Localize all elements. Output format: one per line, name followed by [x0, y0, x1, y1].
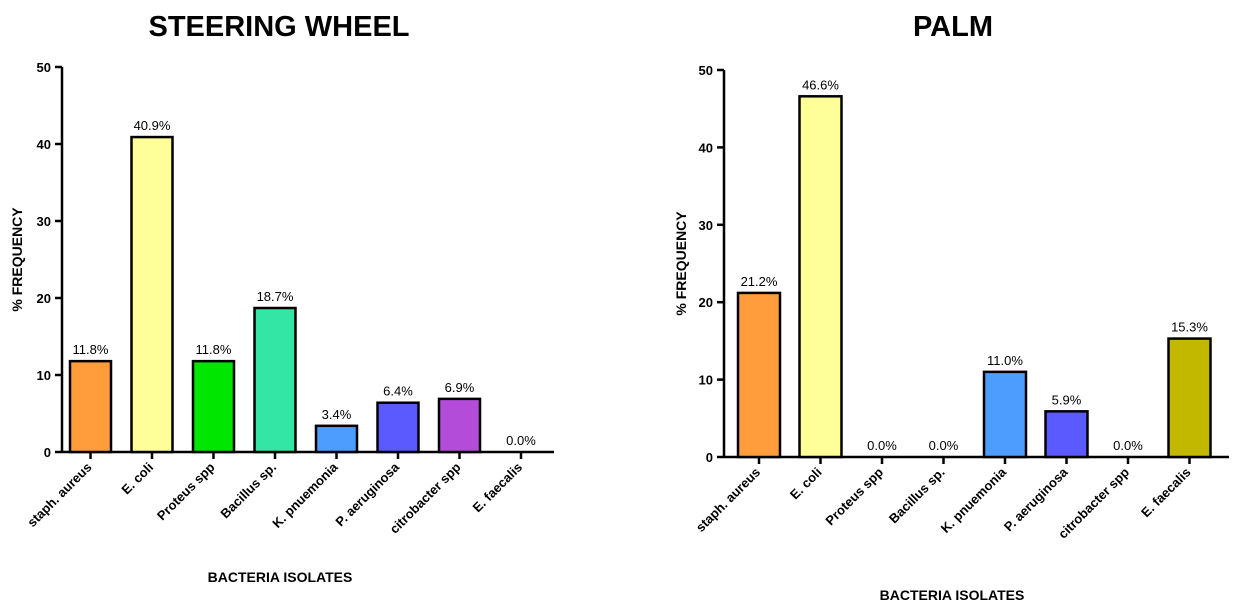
steering-category-label: P. aeruginosa: [332, 459, 402, 529]
steering-data-label: 3.4%: [322, 407, 352, 422]
palm-chart-svg: PALM % FREQUENCY BACTERIA ISOLATES 0 10 20 30 4…: [673, 11, 1229, 603]
palm-category-label: Proteus spp: [822, 464, 886, 528]
steering-category-label: staph. aureus: [24, 460, 94, 530]
palm-y-tick-label: 40: [699, 140, 713, 155]
palm-chart: PALM % FREQUENCY BACTERIA ISOLATES 0 10 20 30 4…: [640, 0, 1251, 608]
steering-y-tick-label: 10: [37, 368, 51, 383]
palm-y-axis-title: % FREQUENCY: [673, 211, 689, 316]
palm-data-label: 46.6%: [802, 77, 839, 92]
palm-bar: [982, 370, 1028, 459]
steering-x-axis-title: BACTERIA ISOLATES: [208, 569, 353, 585]
palm-chart-title: PALM: [913, 11, 993, 43]
steering-bar: [130, 135, 174, 454]
palm-data-label: 0.0%: [929, 438, 959, 453]
steering-bar: [437, 397, 482, 454]
palm-x-axis-title: BACTERIA ISOLATES: [880, 587, 1025, 603]
steering-y-axis-title: % FREQUENCY: [9, 207, 25, 312]
palm-bar: [1167, 337, 1212, 459]
steering-y-tick-label: 0: [44, 445, 51, 460]
palm-category-label: staph. aureus: [693, 465, 763, 535]
palm-category-label: E. faecalis: [1138, 465, 1194, 521]
steering-y-tick-label: 50: [37, 60, 51, 75]
steering-data-label: 11.8%: [73, 342, 109, 357]
steering-y-tick-label: 30: [37, 214, 51, 229]
steering-bar: [68, 359, 113, 454]
steering-data-label: 0.0%: [506, 433, 536, 448]
steering-category-label: K. pnuemonia: [269, 459, 341, 531]
palm-category-label: P. aeruginosa: [1001, 464, 1071, 534]
palm-y-tick-label: 10: [699, 373, 713, 388]
steering-category-label: E. faecalis: [470, 460, 526, 516]
palm-y-tick-label: 20: [699, 295, 713, 310]
palm-data-label: 21.2%: [741, 274, 778, 289]
palm-y-tick-label: 30: [699, 218, 713, 233]
steering-bar: [376, 401, 420, 454]
palm-data-label: 11.0%: [987, 353, 1023, 368]
palm-category-label: K. pnuemonia: [938, 464, 1010, 536]
steering-data-label: 18.7%: [257, 289, 294, 304]
palm-y-tick-label: 0: [706, 450, 713, 465]
steering-category-label: E. coli: [118, 460, 156, 498]
palm-bar: [798, 95, 843, 459]
steering-wheel-chart: STEERING WHEEL % FREQUENCY BACTERIA ISOLAT…: [0, 0, 600, 608]
steering-bar: [253, 306, 297, 454]
steering-category-label: Bacillus sp.: [217, 460, 279, 522]
palm-data-label: 0.0%: [1113, 438, 1143, 453]
palm-bar: [1044, 410, 1089, 459]
steering-data-label: 6.4%: [383, 384, 413, 399]
palm-data-label: 5.9%: [1052, 392, 1082, 407]
steering-chart-title: STEERING WHEEL: [148, 11, 409, 43]
steering-bar: [314, 424, 359, 454]
palm-category-label: E. coli: [787, 465, 825, 503]
palm-bar: [736, 291, 782, 459]
steering-data-label: 6.9%: [445, 380, 475, 395]
steering-y-tick-label: 40: [37, 137, 51, 152]
palm-data-label: 15.3%: [1171, 320, 1208, 335]
palm-data-label: 0.0%: [867, 438, 897, 453]
steering-y-tick-label: 20: [37, 291, 51, 306]
steering-wheel-chart-svg: STEERING WHEEL % FREQUENCY BACTERIA ISOLAT…: [9, 11, 554, 585]
steering-data-label: 40.9%: [134, 118, 171, 133]
steering-bar: [191, 359, 236, 454]
palm-category-label: Bacillus sp.: [886, 465, 948, 527]
palm-y-tick-label: 50: [699, 63, 713, 78]
steering-data-label: 11.8%: [196, 342, 232, 357]
steering-category-label: Proteus spp: [154, 459, 218, 523]
